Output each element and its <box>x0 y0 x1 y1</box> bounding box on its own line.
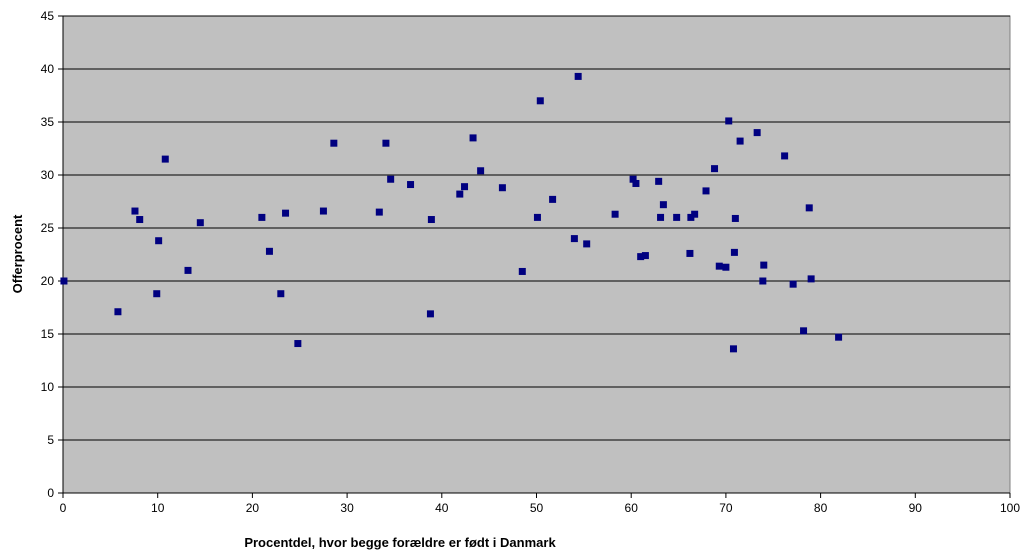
x-axis-title: Procentdel, hvor begge forældre er født … <box>244 535 556 550</box>
y-tick-label: 10 <box>41 380 55 394</box>
data-point <box>549 195 557 203</box>
data-points <box>60 72 843 353</box>
data-point <box>265 247 273 255</box>
data-point <box>387 175 395 183</box>
x-tick-label: 10 <box>151 501 165 515</box>
data-point <box>330 139 338 147</box>
data-point <box>805 204 813 212</box>
data-point <box>382 139 390 147</box>
x-tick-label: 30 <box>340 501 354 515</box>
data-point <box>715 262 723 270</box>
data-point <box>574 72 582 80</box>
x-tick-label: 0 <box>60 501 67 515</box>
data-point <box>687 213 695 221</box>
x-tick-label: 70 <box>719 501 733 515</box>
data-point <box>760 261 768 269</box>
data-point <box>611 210 619 218</box>
data-point <box>702 187 710 195</box>
data-point <box>632 179 640 187</box>
data-point <box>258 213 266 221</box>
gridlines <box>63 15 1010 441</box>
data-point <box>426 310 434 318</box>
data-point <box>736 137 744 145</box>
x-tick-labels: 0 10 20 30 40 50 60 70 80 90 100 <box>60 501 1021 515</box>
y-tick-label: 30 <box>41 168 55 182</box>
data-point <box>427 216 435 224</box>
data-point <box>184 266 192 274</box>
y-tick-labels: 0 5 10 15 20 25 30 35 40 45 <box>41 9 55 500</box>
data-point <box>807 275 815 283</box>
data-point <box>753 129 761 137</box>
data-point <box>533 213 541 221</box>
data-point <box>518 267 526 275</box>
data-point <box>725 117 733 125</box>
data-point <box>498 184 506 192</box>
data-point <box>673 213 681 221</box>
data-point <box>319 207 327 215</box>
data-point <box>729 345 737 353</box>
data-point <box>477 167 485 175</box>
data-point <box>114 308 122 316</box>
data-point <box>711 165 719 173</box>
data-point <box>155 237 163 245</box>
data-point <box>294 340 302 348</box>
data-point <box>659 201 667 209</box>
data-point <box>731 214 739 222</box>
y-axis-title: Offerprocent <box>10 214 25 293</box>
x-tick-label: 80 <box>814 501 828 515</box>
data-point <box>759 277 767 285</box>
data-point <box>153 290 161 298</box>
y-tick-label: 45 <box>41 9 55 23</box>
data-point <box>637 253 645 261</box>
y-tick-label: 20 <box>41 274 55 288</box>
data-point <box>657 213 665 221</box>
data-point <box>629 175 637 183</box>
data-point <box>570 235 578 243</box>
data-point <box>461 183 469 191</box>
x-tick-label: 50 <box>530 501 544 515</box>
data-point <box>131 207 139 215</box>
data-point <box>282 209 290 217</box>
y-tick-label: 25 <box>41 221 55 235</box>
data-point <box>781 152 789 160</box>
x-tick-label: 100 <box>1000 501 1020 515</box>
data-point <box>583 240 591 248</box>
data-point <box>196 219 204 227</box>
data-point <box>800 327 808 335</box>
data-point <box>469 134 477 142</box>
y-tick-label: 0 <box>47 486 54 500</box>
x-tick-label: 20 <box>246 501 260 515</box>
x-tick-label: 60 <box>625 501 639 515</box>
data-point <box>536 97 544 105</box>
data-point <box>161 155 169 163</box>
data-point <box>375 208 383 216</box>
data-point <box>456 190 464 198</box>
data-point <box>407 181 415 189</box>
data-point <box>136 216 144 224</box>
data-point <box>655 177 663 185</box>
data-point <box>691 210 699 218</box>
y-tick-label: 5 <box>47 433 54 447</box>
y-tick-label: 35 <box>41 115 55 129</box>
plot-area <box>62 15 1011 494</box>
data-point <box>722 263 730 271</box>
data-point <box>641 252 649 260</box>
x-tick-label: 90 <box>909 501 923 515</box>
data-point <box>730 248 738 256</box>
x-tick-label: 40 <box>435 501 449 515</box>
data-point <box>835 333 843 341</box>
y-tick-label: 15 <box>41 327 55 341</box>
data-point <box>686 249 694 257</box>
data-point <box>277 290 285 298</box>
data-point <box>789 280 797 288</box>
y-tick-label: 40 <box>41 62 55 76</box>
data-point <box>60 277 68 285</box>
